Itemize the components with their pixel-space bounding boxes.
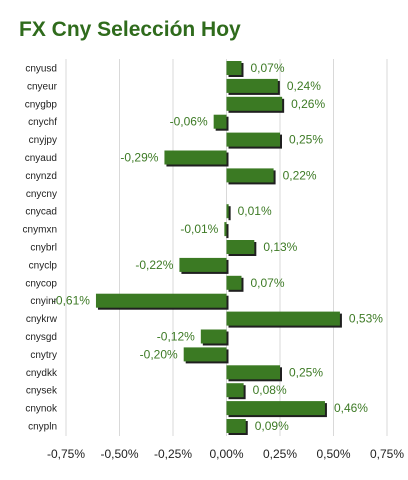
y-tick-label: cnykrw [26,314,58,325]
y-tick-label: cnybrl [30,243,57,254]
y-tick-label: cnycny [26,189,57,200]
data-label: -0,29% [120,151,158,165]
y-tick-label: cnyeur [27,81,58,92]
data-label: 0,01% [238,204,272,218]
y-tick-label: cnyusd [25,64,57,75]
y-tick-label: cnymxn [23,225,57,236]
y-axis-ticks: cnyusd cnyeur cnygbp cnychf cnyjpy cnyaud cnyn… [23,64,58,433]
data-label: 0,25% [289,365,323,379]
bar [226,419,246,433]
data-label: -0,20% [140,347,178,361]
data-label: -0,12% [157,330,195,344]
y-tick-label: cnysek [26,386,58,397]
data-label: -0,01% [180,222,218,236]
chart-title: FX Cny Selección Hoy [19,18,241,41]
y-tick-label: cnycop [25,278,57,289]
bar [226,96,283,111]
bar [226,240,255,254]
data-label: 0,08% [253,383,287,397]
bar [200,329,227,344]
bar [226,311,340,326]
x-axis-ticks: -0,75% -0,50% -0,25% 0,00% 0,25% 0,50% 0,75% [47,447,404,461]
data-label: 0,46% [334,401,368,415]
y-tick-label: cnygbp [25,99,58,110]
bar [164,150,227,165]
data-label: 0,25% [289,133,323,147]
data-label: -0,22% [135,258,173,272]
y-tick-label: cnytry [30,350,57,361]
bar [224,222,227,237]
bar [226,78,278,93]
bars [95,61,342,435]
data-label: -0,61% [52,294,90,308]
x-tick-label: 0,75% [370,447,404,461]
x-tick-label: 0,00% [209,447,243,461]
x-tick-label: 0,50% [316,447,350,461]
data-label: 0,22% [283,168,317,182]
data-label: 0,09% [255,419,289,433]
data-label: 0,24% [287,79,321,93]
y-tick-label: cnychf [28,117,57,128]
y-tick-label: cnyinr [30,296,57,307]
bar [95,293,227,308]
data-labels: 0,07%0,24%0,26%-0,06%0,25%-0,29%0,22%0,0… [52,61,383,433]
bar [179,257,227,272]
data-label: 0,07% [250,276,284,290]
y-tick-label: cnynzd [25,171,57,182]
data-label: 0,07% [250,61,284,75]
y-tick-label: cnydkk [26,368,58,379]
data-label: -0,06% [170,115,208,129]
bar [213,114,227,129]
bar [226,275,242,290]
bar [226,365,280,380]
bar [226,132,280,147]
data-label: 0,13% [263,240,297,254]
x-tick-label: -0,75% [47,447,85,461]
y-tick-label: cnynok [25,404,58,415]
x-tick-label: -0,50% [100,447,138,461]
y-tick-label: cnyjpy [29,135,57,146]
bar [226,204,229,219]
x-tick-label: 0,25% [263,447,297,461]
bar-shadow [228,206,231,221]
data-label: 0,53% [349,312,383,326]
bar [226,383,244,398]
y-tick-label: cnycad [25,207,57,218]
y-tick-label: cnysgd [25,332,57,343]
bar-shadow [226,224,229,239]
bar [226,61,242,75]
y-tick-label: cnypln [28,422,57,433]
bar [183,347,227,362]
data-label: 0,26% [291,97,325,111]
y-tick-label: cnyaud [25,153,57,164]
bar [226,168,274,183]
bar [226,401,325,416]
x-tick-label: -0,25% [154,447,192,461]
y-tick-label: cnyclp [29,260,58,271]
